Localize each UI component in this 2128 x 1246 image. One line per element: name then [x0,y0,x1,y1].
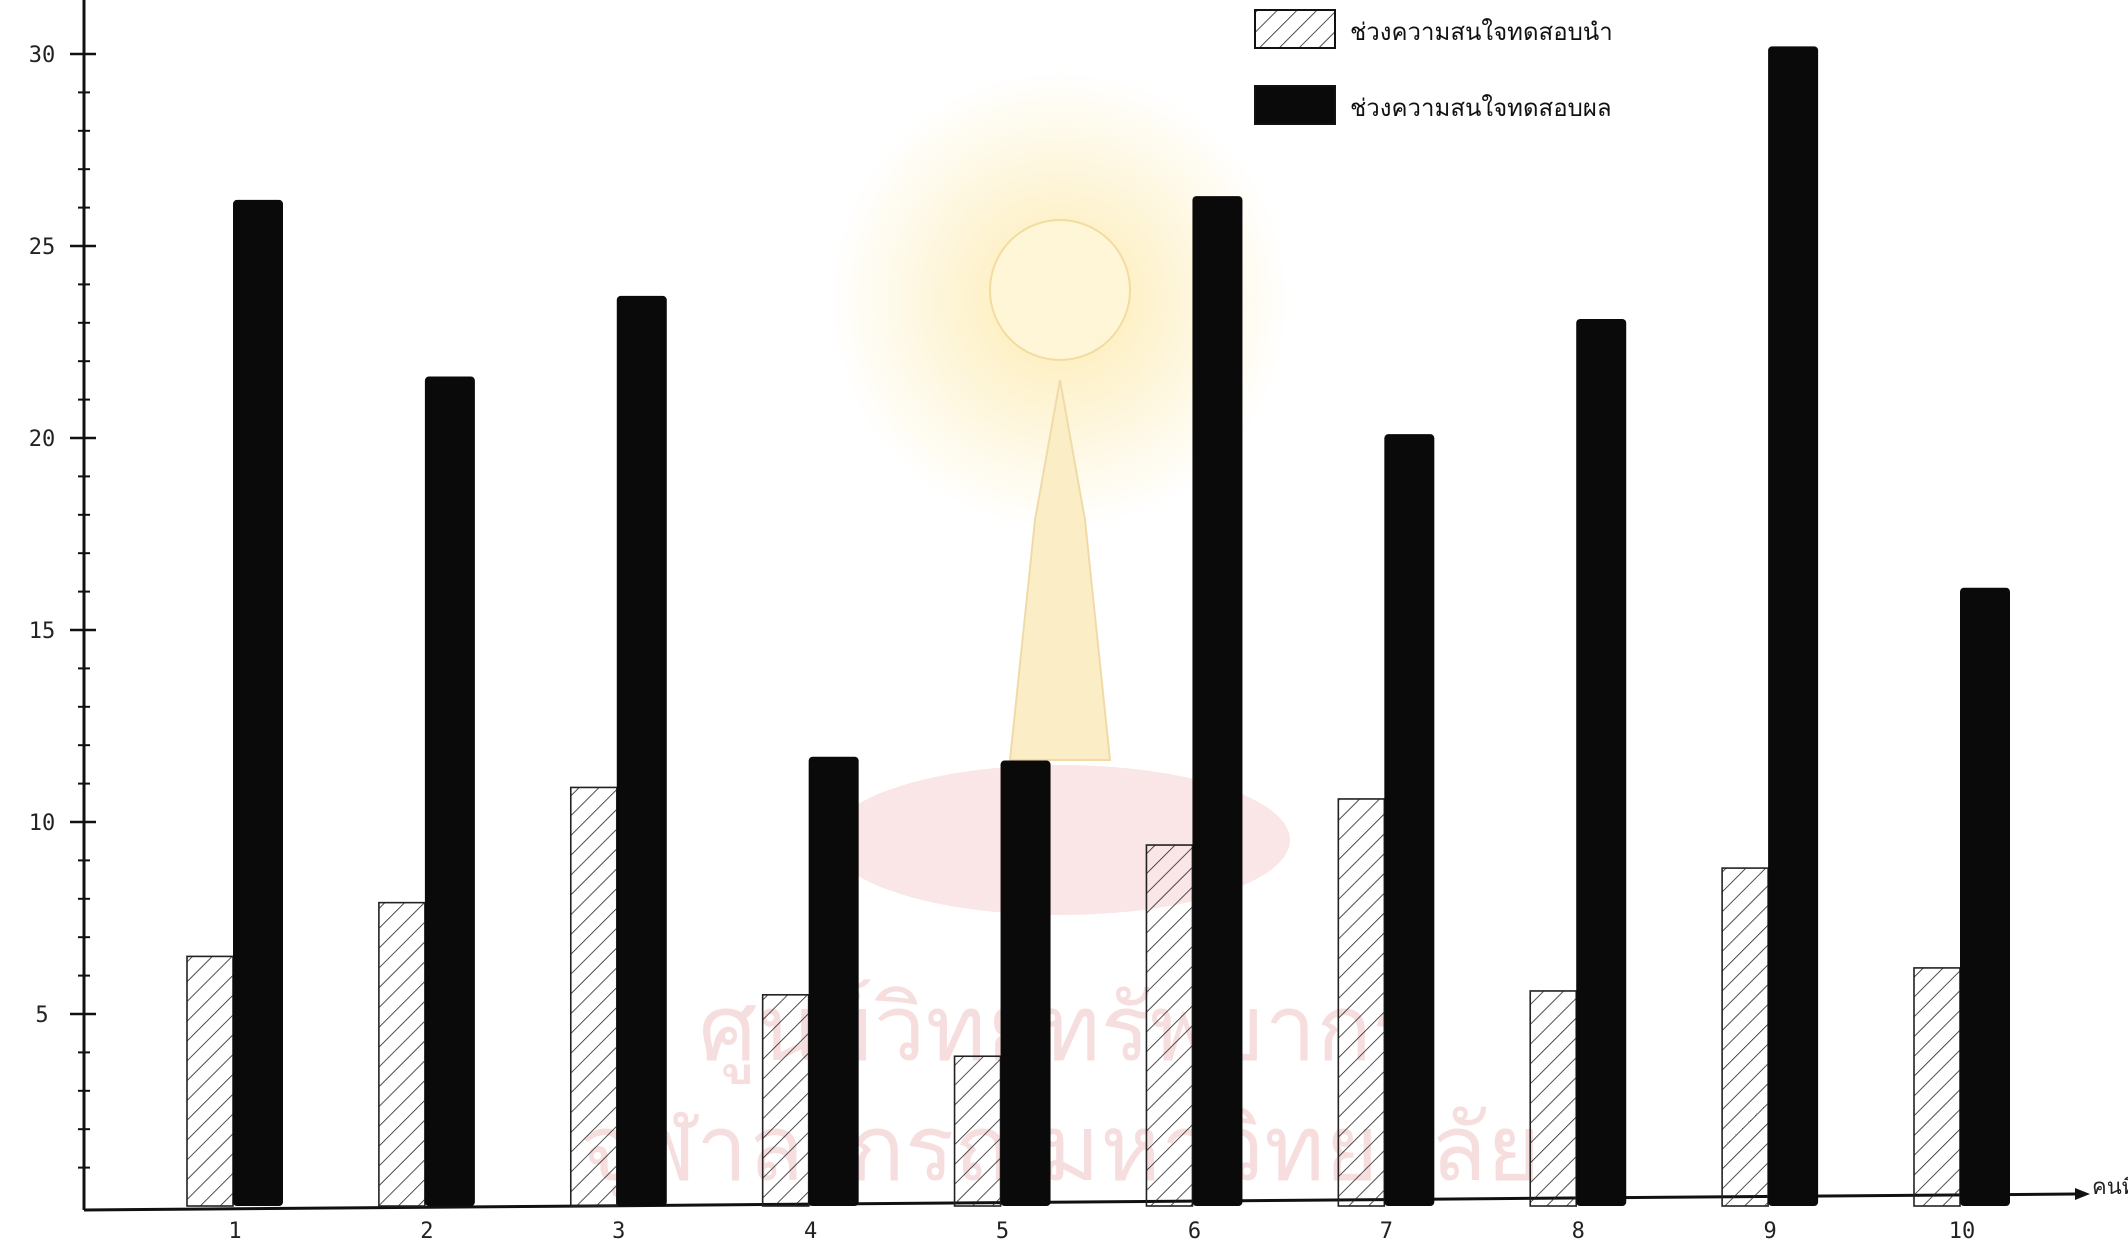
y-tick-label: 10 [29,811,56,836]
y-tick-label: 20 [29,427,56,452]
bar-hatched-10 [1914,968,1960,1206]
bar-solid-4 [809,757,859,1206]
legend-label-solid: ช่วงความสนใจทดสอบผล [1350,94,1612,122]
bar-hatched-8 [1530,991,1576,1206]
bar-hatched-9 [1722,868,1768,1206]
bar-solid-8 [1576,319,1626,1206]
bar-hatched-2 [379,903,425,1206]
x-tick-label: 8 [1572,1219,1585,1244]
legend-swatch-hatched [1255,10,1335,48]
x-axis-tick-labels: 1 2 3 4 5 6 7 8 9 10 [228,1219,1975,1244]
bar-hatched-7 [1338,799,1384,1206]
bar-solid-7 [1384,434,1434,1206]
x-tick-label: 1 [228,1219,241,1244]
legend: ช่วงความสนใจทดสอบนำ ช่วงความสนใจทดสอบผล [1255,10,1613,124]
bar-solid-3 [617,296,667,1206]
x-tick-label: 10 [1949,1219,1976,1244]
bar-solid-10 [1960,588,2010,1206]
x-tick-label: 6 [1188,1219,1201,1244]
bar-solid-6 [1192,196,1242,1206]
bar-solid-5 [1001,761,1051,1206]
x-axis-end-label: คนที่ [2092,1171,2128,1200]
y-tick-label: 25 [29,235,56,260]
x-tick-label: 4 [804,1219,817,1244]
bar-hatched-5 [955,1056,1001,1206]
legend-label-hatched: ช่วงความสนใจทดสอบนำ [1350,18,1613,46]
x-tick-label: 9 [1763,1219,1776,1244]
legend-swatch-solid [1255,86,1335,124]
y-tick-label: 15 [29,619,56,644]
x-tick-label: 2 [420,1219,433,1244]
bar-hatched-1 [187,956,233,1206]
y-tick-label: 30 [29,43,56,68]
x-tick-label: 3 [612,1219,625,1244]
x-axis-arrow-icon [2075,1188,2090,1200]
x-tick-label: 5 [996,1219,1009,1244]
bar-hatched-6 [1146,845,1192,1206]
bar-solid-9 [1768,46,1818,1206]
y-tick-label: 5 [35,1003,48,1028]
x-tick-label: 7 [1380,1219,1393,1244]
y-axis-ticks: 5 10 15 20 25 30 [29,43,96,1028]
bar-hatched-4 [763,995,809,1206]
bar-hatched-3 [571,787,617,1206]
bar-solid-2 [425,377,475,1206]
bar-solid-1 [233,200,283,1206]
